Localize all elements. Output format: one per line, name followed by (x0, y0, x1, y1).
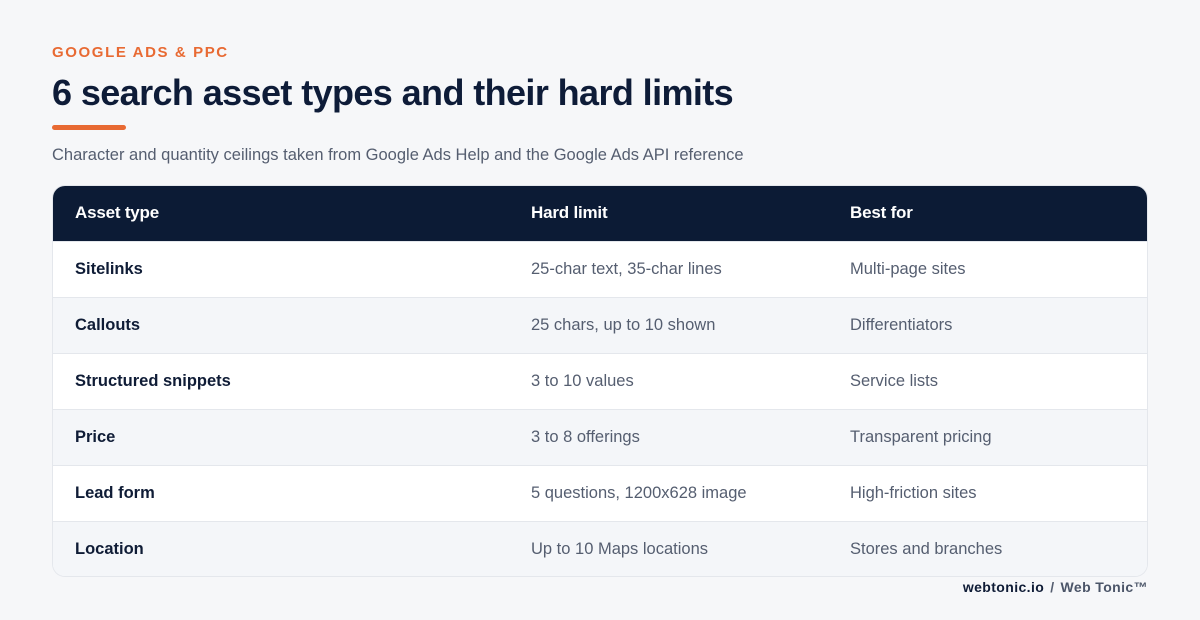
cell-best-for: High-friction sites (850, 483, 977, 502)
cell-hard-limit: 25 chars, up to 10 shown (531, 315, 716, 334)
cell-hard-limit: 3 to 8 offerings (531, 427, 640, 446)
cell-best-for: Stores and branches (850, 539, 1003, 558)
cell-hard-limit: 3 to 10 values (531, 371, 634, 390)
page-subtitle: Character and quantity ceilings taken fr… (52, 146, 744, 164)
footer-separator: / (1050, 579, 1055, 595)
cell-hard-limit: 25-char text, 35-char lines (531, 259, 722, 278)
cell-asset-type: Location (75, 539, 144, 558)
column-header-hard-limit: Hard limit (531, 203, 608, 223)
table-row: Callouts 25 chars, up to 10 shown Differ… (53, 297, 1147, 353)
cell-asset-type: Lead form (75, 483, 155, 502)
table-row: Structured snippets 3 to 10 values Servi… (53, 353, 1147, 409)
data-table: Asset type Hard limit Best for Sitelinks… (53, 186, 1147, 576)
footer-credit: webtonic.io / Web Tonic™ (963, 579, 1148, 595)
table-header-row: Asset type Hard limit Best for (53, 186, 1147, 241)
table-row: Location Up to 10 Maps locations Stores … (53, 521, 1147, 576)
cell-best-for: Transparent pricing (850, 427, 992, 446)
asset-limits-table: Asset type Hard limit Best for Sitelinks… (53, 186, 1147, 576)
table-row: Sitelinks 25-char text, 35-char lines Mu… (53, 241, 1147, 297)
footer-domain-link[interactable]: webtonic.io (962, 579, 1045, 595)
column-header-best-for: Best for (850, 203, 913, 223)
table-row: Lead form 5 questions, 1200x628 image Hi… (53, 465, 1147, 521)
cell-best-for: Differentiators (850, 315, 953, 334)
cell-asset-type: Price (75, 427, 116, 446)
table-row: Price 3 to 8 offerings Transparent prici… (53, 409, 1147, 465)
footer-brand: Web Tonic™ (1060, 579, 1148, 595)
cell-asset-type: Sitelinks (75, 259, 143, 278)
cell-asset-type: Structured snippets (75, 371, 231, 390)
cell-asset-type: Callouts (75, 315, 141, 334)
cell-best-for: Service lists (850, 371, 939, 390)
title-accent-bar (52, 125, 126, 130)
column-header-asset-type: Asset type (75, 203, 159, 223)
section-eyebrow: GOOGLE ADS & PPC (52, 44, 229, 61)
cell-hard-limit: 5 questions, 1200x628 image (531, 483, 747, 502)
cell-best-for: Multi-page sites (850, 259, 966, 278)
page-title: 6 search asset types and their hard limi… (52, 72, 734, 113)
cell-hard-limit: Up to 10 Maps locations (531, 539, 709, 558)
